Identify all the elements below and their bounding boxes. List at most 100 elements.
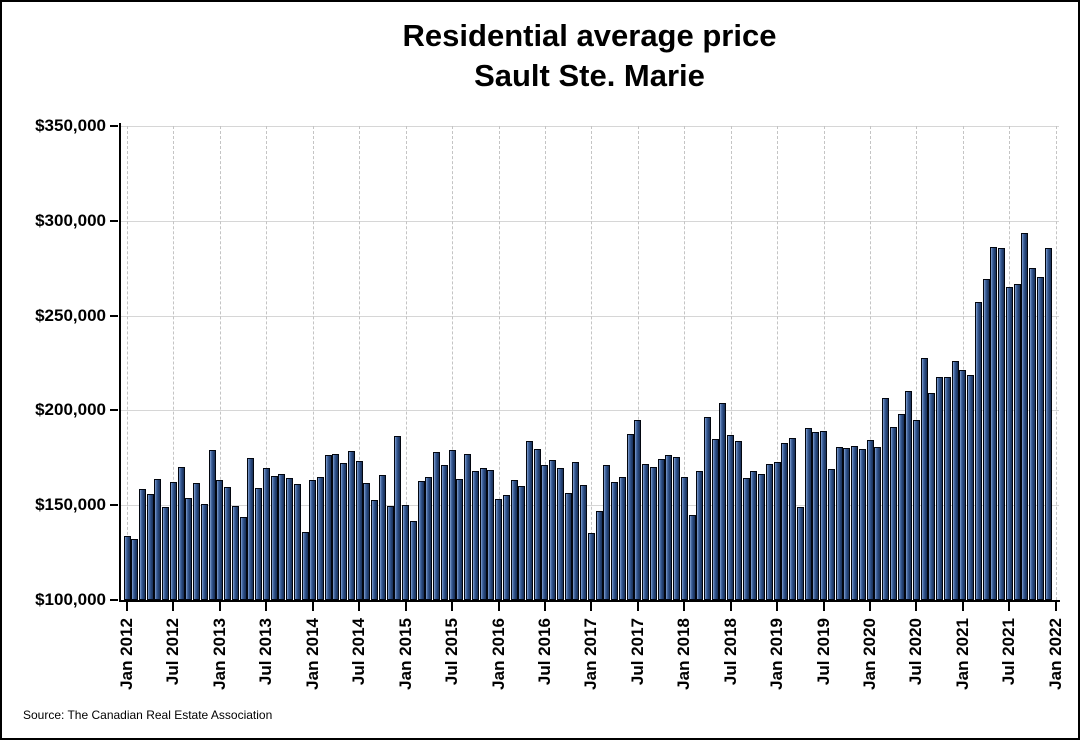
bar <box>990 247 998 600</box>
v-gridline <box>266 126 268 600</box>
bar <box>247 457 255 600</box>
x-tick-label: Jan 2017 <box>581 618 601 690</box>
bar <box>858 449 866 600</box>
bar <box>185 498 193 600</box>
bar <box>162 507 170 600</box>
bar <box>719 403 727 600</box>
v-gridline <box>498 126 500 600</box>
bar <box>572 461 580 600</box>
bar <box>193 483 201 600</box>
x-tick-label: Jan 2022 <box>1045 618 1065 690</box>
v-gridline <box>219 126 221 600</box>
x-tick-label: Jul 2017 <box>627 618 647 686</box>
bar <box>425 477 433 600</box>
bar <box>525 441 533 600</box>
x-tick <box>776 602 779 611</box>
bar <box>680 477 688 600</box>
bar <box>812 432 820 600</box>
bar <box>286 477 294 600</box>
bar <box>518 486 526 600</box>
v-gridline <box>823 126 825 600</box>
bar <box>154 478 162 600</box>
y-tick-label: $250,000 <box>35 305 106 325</box>
bar <box>928 393 936 600</box>
bar <box>734 440 742 600</box>
x-tick <box>265 602 268 611</box>
bar <box>611 481 619 600</box>
bar <box>920 357 928 600</box>
bar <box>255 487 263 600</box>
bar <box>301 532 309 600</box>
bar <box>603 464 611 600</box>
bar <box>417 481 425 600</box>
bar <box>959 370 967 600</box>
bar <box>1005 286 1013 600</box>
chart-title-line1: Residential average price <box>402 18 777 53</box>
bar <box>936 376 944 600</box>
bar <box>208 449 216 600</box>
y-tick <box>110 599 118 601</box>
bar <box>727 435 735 600</box>
x-tick <box>1054 602 1057 611</box>
v-gridline <box>777 126 779 600</box>
bar <box>665 454 673 600</box>
x-tick <box>358 602 361 611</box>
x-tick-label: Jul 2013 <box>256 618 276 686</box>
bar <box>1013 284 1021 600</box>
x-tick <box>172 602 175 611</box>
bar <box>711 438 719 600</box>
h-gridline <box>118 126 1059 127</box>
bar <box>347 450 355 600</box>
v-gridline <box>1055 126 1057 600</box>
x-tick <box>497 602 500 611</box>
bar <box>673 457 681 600</box>
bar <box>440 465 448 600</box>
v-gridline <box>359 126 361 600</box>
bar <box>773 462 781 600</box>
bar <box>378 474 386 600</box>
bar <box>471 470 479 600</box>
bar <box>564 493 572 600</box>
bar <box>131 539 139 600</box>
v-gridline <box>962 126 964 600</box>
x-tick-label: Jul 2014 <box>349 618 369 686</box>
x-tick <box>404 602 407 611</box>
bar <box>951 361 959 600</box>
x-tick-label: Jul 2021 <box>999 618 1019 686</box>
bar <box>363 482 371 600</box>
bar <box>912 419 920 600</box>
bar <box>433 451 441 600</box>
v-gridline <box>544 126 546 600</box>
y-tick <box>110 409 118 412</box>
source-credit: Source: The Canadian Real Estate Associa… <box>23 708 273 722</box>
x-tick <box>683 602 686 611</box>
h-gridline <box>118 505 1059 507</box>
bar <box>278 473 286 600</box>
bar <box>595 511 603 600</box>
x-tick-label: Jan 2020 <box>860 618 880 690</box>
bar <box>851 445 859 600</box>
bar <box>317 476 324 600</box>
v-gridline <box>127 126 128 600</box>
bar <box>843 447 851 600</box>
v-gridline <box>405 126 407 600</box>
bar <box>495 498 503 600</box>
x-tick-label: Jul 2015 <box>442 618 462 686</box>
bar <box>587 533 595 600</box>
bar <box>231 506 239 600</box>
x-tick-label: Jul 2020 <box>906 618 926 686</box>
x-tick <box>126 602 128 611</box>
bar <box>982 279 990 600</box>
bar <box>804 428 812 600</box>
bar <box>796 506 804 600</box>
bar <box>479 468 487 600</box>
bar <box>502 495 510 600</box>
bar <box>1029 268 1037 600</box>
chart-title: Residential average price Sault Ste. Mar… <box>102 16 1077 96</box>
bar <box>688 515 696 600</box>
x-tick-label: Jan 2021 <box>952 618 972 690</box>
bar <box>874 447 882 600</box>
x-tick <box>822 602 825 611</box>
y-tick-label: $300,000 <box>35 210 106 230</box>
